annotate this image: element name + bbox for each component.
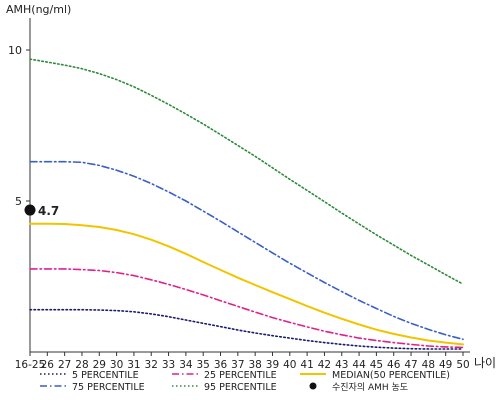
x-tick-label: 42 bbox=[318, 359, 331, 371]
x-axis-label: 나이 bbox=[474, 356, 496, 370]
series-line-95-percentile bbox=[29, 58, 464, 285]
chart-axes: AMH(ng/ml) 나이 bbox=[6, 3, 496, 370]
x-tick-label: 16-25 bbox=[15, 359, 46, 371]
series-layer bbox=[29, 58, 464, 350]
x-tick-label: 41 bbox=[300, 359, 313, 371]
x-tick-label: 40 bbox=[283, 359, 296, 371]
x-tick-label: 32 bbox=[145, 359, 158, 371]
x-tick-label: 48 bbox=[422, 359, 435, 371]
legend: 5 PERCENTILE 25 PERCENTILE MEDIAN(50 PERCE… bbox=[40, 370, 450, 393]
legend-label: 25 PERCENTILE bbox=[204, 370, 277, 381]
x-tick-label: 28 bbox=[75, 359, 88, 371]
series-line-75-percentile bbox=[29, 160, 464, 341]
x-tick-label: 43 bbox=[335, 359, 348, 371]
legend-marker-label: 수진자의 AMH 농도 bbox=[332, 382, 408, 393]
marker-layer: 4.7 bbox=[24, 204, 59, 218]
legend-label: 75 PERCENTILE bbox=[72, 382, 145, 393]
x-tick-label: 30 bbox=[110, 359, 123, 371]
x-tick-label: 29 bbox=[93, 359, 106, 371]
y-tick-label: 5 bbox=[15, 195, 22, 208]
x-tick-label: 37 bbox=[231, 359, 244, 371]
x-tick-label: 45 bbox=[370, 359, 383, 371]
x-tick-label: 46 bbox=[387, 359, 401, 371]
x-tick-label: 27 bbox=[58, 359, 71, 371]
x-tick-label: 50 bbox=[456, 359, 469, 371]
legend-label: 95 PERCENTILE bbox=[204, 382, 277, 393]
series-line-median-50-percentile bbox=[29, 222, 464, 346]
x-tick-label: 35 bbox=[197, 359, 210, 371]
x-tick-label: 36 bbox=[214, 359, 228, 371]
y-axis-label: AMH(ng/ml) bbox=[6, 3, 71, 16]
patient-amh-value-label: 4.7 bbox=[38, 204, 59, 218]
x-tick-label: 31 bbox=[127, 359, 140, 371]
x-tick-label: 49 bbox=[439, 359, 452, 371]
series-line-5-percentile bbox=[29, 308, 464, 350]
x-tick-label: 44 bbox=[352, 359, 366, 371]
y-ticks: 5 10 bbox=[8, 44, 30, 208]
legend-label: 5 PERCENTILE bbox=[72, 370, 139, 381]
x-tick-label: 47 bbox=[404, 359, 417, 371]
legend-label: MEDIAN(50 PERCENTILE) bbox=[332, 370, 450, 381]
y-tick-label: 10 bbox=[8, 44, 22, 57]
x-tick-label: 34 bbox=[179, 359, 193, 371]
x-tick-label: 33 bbox=[162, 359, 175, 371]
x-tick-label: 39 bbox=[266, 359, 279, 371]
legend-marker-dot bbox=[309, 382, 317, 390]
x-tick-label: 38 bbox=[248, 359, 261, 371]
patient-amh-marker bbox=[24, 204, 36, 216]
series-line-25-percentile bbox=[29, 268, 464, 349]
x-tick-label: 26 bbox=[41, 359, 55, 371]
